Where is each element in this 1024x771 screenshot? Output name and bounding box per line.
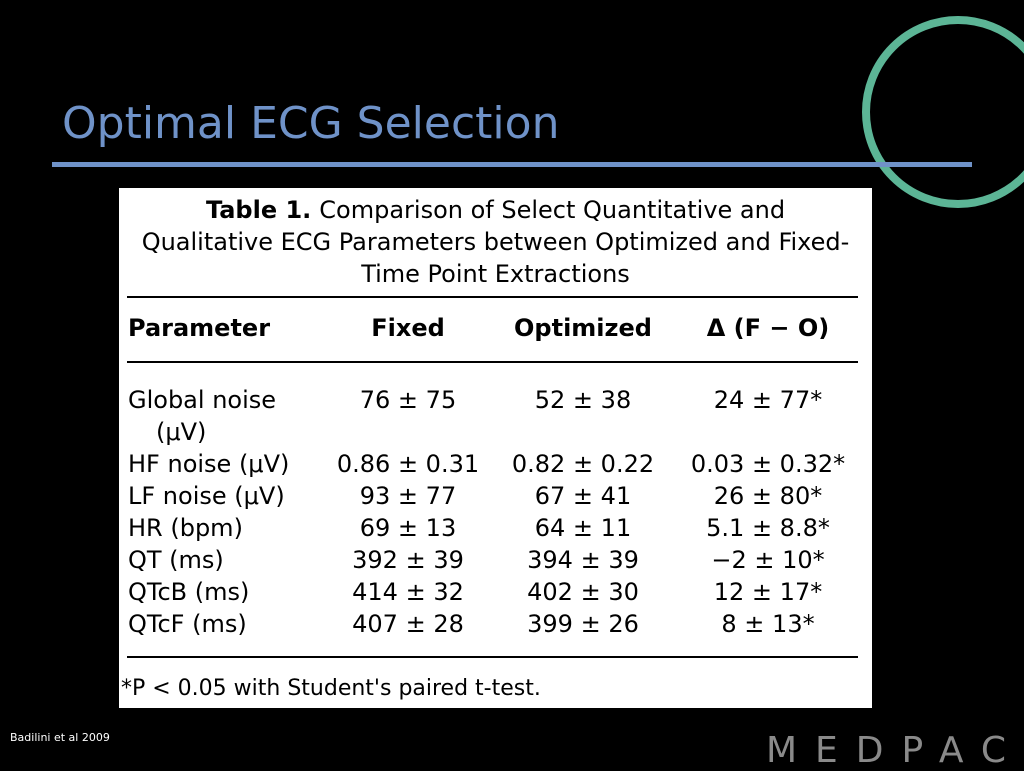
table-cell: 69 ± 13 [359, 514, 457, 542]
table-cell: 0.82 ± 0.22 [511, 450, 655, 478]
table-panel: Table 1. Comparison of Select Quantitativ… [119, 188, 872, 708]
table-row: QTcF (ms) 407 ± 28 399 ± 26 8 ± 13* [128, 608, 863, 640]
table-row: HF noise (μV) 0.86 ± 0.31 0.82 ± 0.22 0.03 … [128, 448, 863, 480]
table-row: LF noise (μV) 93 ± 77 67 ± 41 26 ± 80* [128, 480, 863, 512]
table-cell: 414 ± 32 [352, 578, 464, 606]
footnote: *P < 0.05 with Student's paired t-test. [121, 676, 541, 701]
table-cell: 52 ± 38 [534, 386, 632, 414]
column-header: Parameter [128, 314, 271, 342]
table-row: Global noise (μV) 76 ± 75 52 ± 38 24 ± 77* [128, 384, 863, 448]
table-cell: 5.1 ± 8.8* [706, 514, 830, 542]
table-cell: −2 ± 10* [711, 546, 825, 574]
table-cell: 399 ± 26 [527, 610, 639, 638]
table-cell: 394 ± 39 [527, 546, 639, 574]
table-cell: 407 ± 28 [352, 610, 464, 638]
logo: MEDPACE [766, 730, 1024, 771]
table-cell: 392 ± 39 [352, 546, 464, 574]
table-cell: 76 ± 75 [359, 386, 457, 414]
title-rule [52, 162, 972, 167]
citation: Badilini et al 2009 [10, 731, 110, 744]
table-row: QT (ms) 392 ± 39 394 ± 39 −2 ± 10* [128, 544, 863, 576]
table-cell: 0.03 ± 0.32* [690, 450, 846, 478]
table-row: HR (bpm) 69 ± 13 64 ± 11 5.1 ± 8.8* [128, 512, 863, 544]
rule-line [127, 361, 858, 363]
header-row: Parameter Fixed Optimized Δ (F − O) [128, 312, 863, 344]
table-cell: 64 ± 11 [534, 514, 632, 542]
table-cell: 93 ± 77 [359, 482, 457, 510]
rule-line [127, 656, 858, 658]
table-body: Global noise (μV) 76 ± 75 52 ± 38 24 ± 77* H… [128, 384, 863, 640]
column-header: Fixed [371, 314, 445, 342]
table-cell: 67 ± 41 [534, 482, 632, 510]
rule-line [127, 296, 858, 298]
table-label: Table 1. [205, 196, 312, 224]
table-cell: HR (bpm) [128, 514, 243, 542]
table-cell: QT (ms) [128, 546, 224, 574]
column-header: Δ (F − O) [706, 314, 830, 342]
table-caption: Table 1. Comparison of Select Quantitativ… [139, 194, 852, 290]
table-cell: 0.86 ± 0.31 [336, 450, 480, 478]
column-header: Optimized [514, 314, 652, 342]
table-cell: 24 ± 77* [713, 386, 823, 414]
table-cell: HF noise (μV) [128, 450, 290, 478]
table-cell: QTcF (ms) [128, 610, 247, 638]
table-cell: Global noise (μV) [128, 386, 277, 446]
slide-title: Optimal ECG Selection [62, 98, 560, 149]
table-cell: 402 ± 30 [527, 578, 639, 606]
caption-text: Comparison of Select Quantitative and Qu… [141, 196, 850, 288]
table-cell: 12 ± 17* [713, 578, 823, 606]
table-cell: 26 ± 80* [713, 482, 823, 510]
table-row: QTcB (ms) 414 ± 32 402 ± 30 12 ± 17* [128, 576, 863, 608]
table-cell: 8 ± 13* [721, 610, 815, 638]
table-cell: QTcB (ms) [128, 578, 250, 606]
table-cell: LF noise (μV) [128, 482, 285, 510]
